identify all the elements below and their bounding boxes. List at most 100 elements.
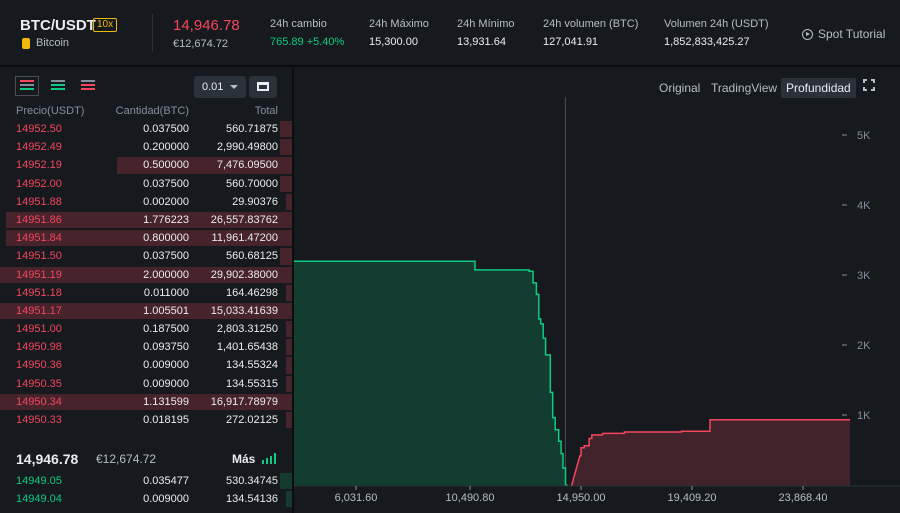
asks-list: 14952.50 0.037500 560.71875 14952.49 0.20000… <box>0 120 292 429</box>
price-cell: 14951.17 <box>16 304 62 317</box>
ask-row[interactable]: 14950.34 1.131599 16,917.78979 <box>0 393 292 411</box>
qty-cell: 1.005501 <box>143 304 189 317</box>
tab-depth[interactable]: Profundidad <box>781 78 856 98</box>
qty-cell: 0.018195 <box>143 414 189 426</box>
x-tick-label: 10,490.80 <box>446 492 495 504</box>
ask-row[interactable]: 14951.18 0.011000 164.46298 <box>0 284 292 302</box>
stat-24h-volume-btc: 24h volumen (BTC) 127,041.91 <box>543 18 638 48</box>
qty-cell: 0.002000 <box>143 195 189 208</box>
price-cell: 14952.49 <box>16 141 62 154</box>
ask-row[interactable]: 14952.00 0.037500 560.70000 <box>0 175 292 193</box>
total-cell: 560.68125 <box>226 250 278 263</box>
pair-title[interactable]: BTC/USDT <box>20 17 96 34</box>
coin-name[interactable]: Bitcoin <box>22 37 69 49</box>
depth-bar <box>280 473 292 490</box>
leverage-badge[interactable]: 10x <box>93 18 118 32</box>
total-cell: 7,476.09500 <box>216 159 278 172</box>
stat-value: 13,931.64 <box>457 36 506 48</box>
total-cell: 11,961.47200 <box>211 232 278 245</box>
ask-row[interactable]: 14951.50 0.037500 560.68125 <box>0 247 292 265</box>
qty-cell: 0.035477 <box>143 475 189 487</box>
qty-cell: 0.093750 <box>143 341 189 354</box>
price-cell: 14951.50 <box>16 250 62 263</box>
total-cell: 15,033.41639 <box>210 304 278 317</box>
depth-bar <box>116 157 292 174</box>
printer-icon <box>257 82 269 91</box>
qty-cell: 0.037500 <box>143 250 189 263</box>
depth-bar <box>280 139 292 156</box>
book-mode-bids-icon <box>51 88 65 90</box>
qty-cell: 1.776223 <box>143 213 189 226</box>
stat-24h-change: 24h cambio 765.89 +5.40% <box>270 18 344 48</box>
price-cell: 14950.33 <box>16 414 62 426</box>
qty-cell: 2.000000 <box>143 268 189 281</box>
total-cell: 560.70000 <box>226 177 278 190</box>
qty-cell: 1.131599 <box>143 395 189 408</box>
price-cell: 14951.84 <box>16 232 62 245</box>
qty-cell: 0.009000 <box>143 493 189 506</box>
ask-row[interactable]: 14951.17 1.005501 15,033.41639 <box>0 302 292 320</box>
bid-depth-area <box>294 261 568 486</box>
ask-row[interactable]: 14950.36 0.009000 134.55324 <box>0 356 292 374</box>
price-cell: 14951.00 <box>16 323 62 336</box>
book-mode-bids-button[interactable] <box>49 79 67 93</box>
ask-row[interactable]: 14952.50 0.037500 560.71875 <box>0 120 292 138</box>
tab-original[interactable]: Original <box>659 81 701 95</box>
book-mode-asks-button[interactable] <box>79 79 97 93</box>
price-cell: 14952.19 <box>16 159 62 172</box>
total-cell: 560.71875 <box>226 123 278 135</box>
depth-bar <box>286 193 292 210</box>
price-cell: 14949.04 <box>16 493 62 506</box>
spot-tutorial-label: Spot Tutorial <box>818 27 886 41</box>
expand-icon[interactable] <box>863 79 875 91</box>
signal-bars-icon[interactable] <box>262 453 278 464</box>
qty-cell: 0.500000 <box>143 159 189 172</box>
ask-row[interactable]: 14951.88 0.002000 29.90376 <box>0 193 292 211</box>
total-cell: 134.54136 <box>226 493 278 506</box>
bitcoin-icon <box>22 37 30 49</box>
total-cell: 2,990.49800 <box>216 141 278 154</box>
ask-row[interactable]: 14951.19 2.000000 29,902.38000 <box>0 266 292 284</box>
more-link[interactable]: Más <box>232 452 256 466</box>
stat-label: 24h Máximo <box>369 18 429 30</box>
depth-bar <box>280 175 292 192</box>
depth-bar <box>286 491 292 508</box>
last-price-fiat: €12,674.72 <box>173 38 229 50</box>
ask-row[interactable]: 14950.98 0.093750 1,401.65438 <box>0 338 292 356</box>
mid-price[interactable]: 14,946.78 <box>16 451 79 467</box>
bid-row[interactable]: 14949.05 0.035477 530.34745 <box>0 472 292 490</box>
ask-row[interactable]: 14951.00 0.187500 2,803.31250 <box>0 320 292 338</box>
ask-row[interactable]: 14950.33 0.018195 272.02125 <box>0 411 292 429</box>
book-mode-both-button[interactable] <box>15 76 39 96</box>
stat-value: 765.89 +5.40% <box>270 36 345 48</box>
depth-bar <box>280 248 292 265</box>
depth-chart[interactable]: 5K 4K 3K 2K 1K 6,031.60 10,490.80 14,950.00 19,4… <box>294 67 900 513</box>
depth-bar <box>286 284 292 301</box>
tab-tradingview[interactable]: TradingView <box>711 81 778 95</box>
price-cell: 14950.34 <box>16 395 62 408</box>
y-tick-label: 2K <box>857 340 871 352</box>
bid-row[interactable]: 14949.04 0.009000 134.54136 <box>0 490 292 508</box>
precision-select[interactable]: 0.01 <box>194 76 246 98</box>
stat-24h-volume-usdt: Volumen 24h (USDT) 1,852,833,425.27 <box>664 18 769 48</box>
ask-row[interactable]: 14952.19 0.500000 7,476.09500 <box>0 156 292 174</box>
mid-price-fiat: €12,674.72 <box>96 452 157 466</box>
total-cell: 16,917.78979 <box>210 395 278 408</box>
ask-row[interactable]: 14951.86 1.776223 26,557.83762 <box>0 211 292 229</box>
stat-label: 24h Mínimo <box>457 18 515 30</box>
ask-row[interactable]: 14952.49 0.200000 2,990.49800 <box>0 138 292 156</box>
price-cell: 14951.18 <box>16 286 62 299</box>
spot-tutorial-link[interactable]: Spot Tutorial <box>802 27 885 41</box>
ask-row[interactable]: 14951.84 0.800000 11,961.47200 <box>0 229 292 247</box>
total-cell: 26,557.83762 <box>210 213 278 226</box>
book-mode-asks-icon <box>81 84 95 86</box>
book-mode-asks-icon <box>81 80 95 82</box>
ask-row[interactable]: 14950.35 0.009000 134.55315 <box>0 375 292 393</box>
total-cell: 134.55315 <box>226 377 278 390</box>
depth-bar <box>5 211 292 229</box>
stat-value: 127,041.91 <box>543 36 599 48</box>
qty-cell: 0.800000 <box>143 232 189 245</box>
total-cell: 272.02125 <box>226 414 278 426</box>
book-settings-button[interactable] <box>249 76 277 98</box>
price-cell: 14952.00 <box>16 177 62 190</box>
